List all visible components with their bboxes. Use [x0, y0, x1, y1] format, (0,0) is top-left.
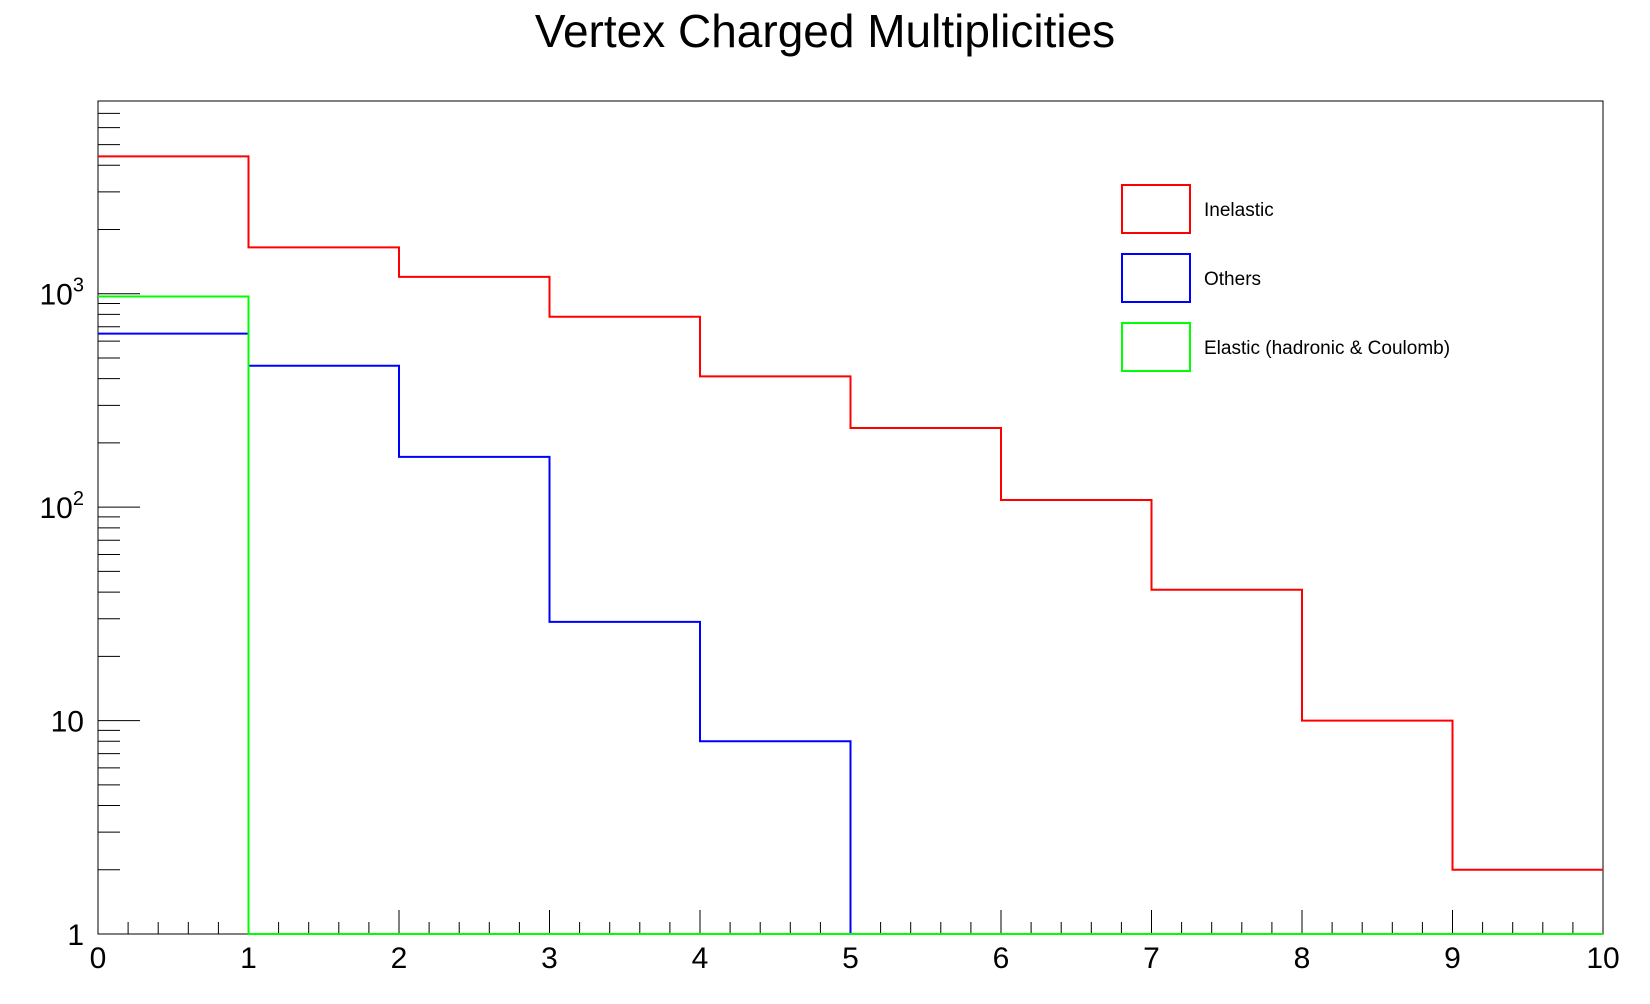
series-1-bin — [700, 376, 851, 934]
y-tick-base: 10 — [51, 706, 84, 739]
legend: Inelastic Others Elastic (hadronic & Coulo… — [1121, 184, 1450, 372]
series-2-bin — [399, 457, 550, 934]
series-1-bin — [851, 428, 1002, 934]
x-tick-label: 0 — [90, 942, 107, 975]
y-tick-exponent: 2 — [73, 488, 84, 510]
legend-swatch — [1121, 253, 1191, 303]
x-tick-label: 4 — [692, 942, 709, 975]
histogram-series — [98, 155, 1604, 935]
x-axis: 0 1 2 3 4 5 6 7 8 9 10 — [90, 910, 1620, 975]
x-tick-label: 7 — [1143, 942, 1160, 975]
legend-label: Others — [1204, 269, 1261, 290]
series-1-bin — [1152, 590, 1303, 934]
x-tick-label: 3 — [541, 942, 558, 975]
series-2-bin — [249, 366, 400, 934]
y-tick-label: 102 — [40, 488, 85, 525]
series-2-bin — [98, 334, 249, 934]
x-tick-label: 9 — [1444, 942, 1461, 975]
series-line-1 — [98, 155, 1603, 871]
series-1-bin — [399, 277, 550, 934]
legend-label: Elastic (hadronic & Coulomb) — [1204, 338, 1450, 359]
y-tick-label: 10 — [51, 706, 84, 739]
series-2-bin — [550, 622, 701, 934]
x-tick-label: 8 — [1294, 942, 1311, 975]
series-3-bin — [98, 297, 249, 934]
series-1-bin — [1453, 870, 1604, 934]
series-1-bin — [249, 247, 400, 934]
x-tick-label: 5 — [842, 942, 859, 975]
y-tick-label: 1 — [67, 919, 84, 952]
chart-title: Vertex Charged Multiplicities — [535, 5, 1115, 57]
y-tick-exponent: 3 — [73, 275, 84, 297]
legend-swatch — [1121, 184, 1191, 234]
x-tick-label: 2 — [391, 942, 408, 975]
series-2-bin — [700, 741, 851, 934]
y-tick-base: 1 — [67, 919, 84, 952]
x-tick-label: 10 — [1586, 942, 1619, 975]
legend-label: Inelastic — [1204, 200, 1274, 221]
series-1-bin — [1001, 500, 1152, 934]
y-tick-base: 10 — [40, 492, 73, 525]
series-1-bin — [550, 317, 701, 934]
series-1-bin — [1302, 721, 1453, 934]
y-tick-base: 10 — [40, 279, 73, 312]
series-line-3 — [98, 295, 1603, 935]
y-tick-label: 103 — [40, 275, 85, 312]
legend-swatch — [1121, 322, 1191, 372]
x-tick-label: 1 — [240, 942, 257, 975]
x-tick-label: 6 — [993, 942, 1010, 975]
series-1-bin — [98, 156, 249, 934]
